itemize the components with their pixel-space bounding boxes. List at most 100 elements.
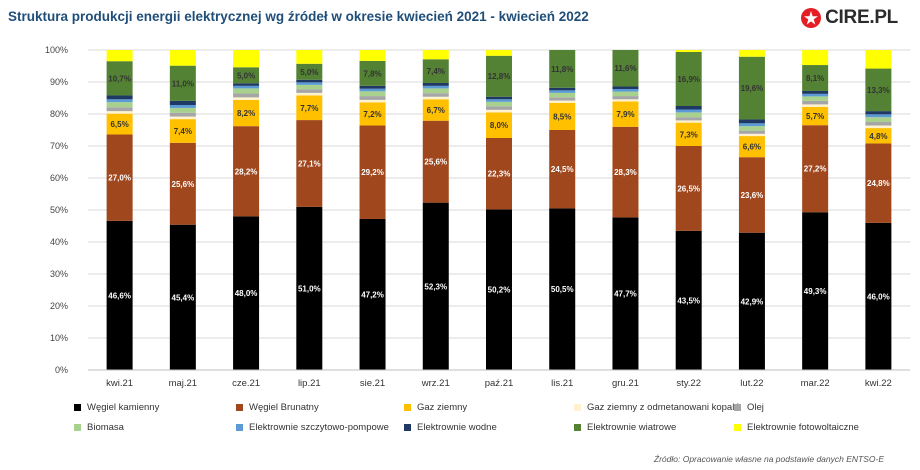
bar-segment <box>296 79 323 83</box>
bar-segment <box>802 104 829 107</box>
x-tick-label: lut.22 <box>740 378 763 389</box>
bar-segment <box>486 50 512 56</box>
bar-segment <box>359 125 386 219</box>
bar-segment <box>233 126 260 217</box>
y-tick-label: 30% <box>50 269 68 279</box>
data-label: 50,5% <box>551 285 574 294</box>
data-label: 46,6% <box>108 291 131 300</box>
bar-segment <box>486 138 512 210</box>
page-title: Struktura produkcji energii elektrycznej… <box>8 9 589 24</box>
y-tick-label: 80% <box>50 109 68 119</box>
data-label: 28,2% <box>235 167 258 176</box>
y-tick-label: 90% <box>50 77 68 87</box>
legend-item: Elektrownie szczytowo-pompowe <box>236 422 389 433</box>
bar-segment <box>296 50 323 64</box>
bar-segment <box>422 88 449 94</box>
bar-segment <box>359 91 386 97</box>
bar-segment <box>422 120 449 203</box>
bar-segment <box>675 109 702 113</box>
data-label: 42,9% <box>741 297 764 306</box>
legend-label: Olej <box>747 402 764 413</box>
legend-item: Gaz ziemny z odmetanowani kopalń <box>574 402 740 413</box>
data-label: 43,5% <box>677 296 700 305</box>
data-label: 7,3% <box>680 130 698 139</box>
bar-segment <box>802 65 829 91</box>
bar-segment <box>233 99 260 127</box>
bar-segment <box>802 96 829 101</box>
y-tick-label: 50% <box>50 205 68 215</box>
bar-segment <box>675 230 702 370</box>
data-label: 13,3% <box>867 86 890 95</box>
bar-segment <box>738 136 765 158</box>
bar-segment <box>422 50 449 60</box>
bar-segment <box>296 84 323 90</box>
data-label: 23,6% <box>741 191 764 200</box>
y-tick-label: 70% <box>50 141 68 151</box>
bar-segment <box>359 96 386 100</box>
data-label: 45,4% <box>172 293 195 302</box>
legend-item: Olej <box>734 402 764 413</box>
bar-segment <box>675 106 702 110</box>
legend-item: Elektrownie fotowoltaiczne <box>734 422 859 433</box>
legend-label: Elektrownie wodne <box>417 422 497 433</box>
bar-segment <box>359 60 386 86</box>
bar-segment <box>106 99 133 103</box>
bar-segment <box>738 126 765 131</box>
bar-segment <box>675 50 702 52</box>
data-label: 8,0% <box>490 121 508 130</box>
bar-segment <box>802 50 829 66</box>
data-label: 52,3% <box>424 282 447 291</box>
logo: CIRE.PL <box>800 6 898 30</box>
data-label: 5,7% <box>806 112 824 121</box>
bar-segment <box>422 85 449 89</box>
legend-label: Węgiel kamienny <box>87 402 160 413</box>
data-label: 47,7% <box>614 290 637 299</box>
bar-segment <box>233 67 260 84</box>
legend-swatch <box>734 424 741 431</box>
bar-segment <box>169 105 196 108</box>
bar-segment <box>738 119 765 124</box>
bar-segment <box>486 109 512 113</box>
data-label: 28,3% <box>614 168 637 177</box>
bar-segment <box>422 96 449 100</box>
bar-segment <box>549 208 576 370</box>
data-label: 5,0% <box>300 68 318 77</box>
bar-segment <box>802 93 829 97</box>
bar-segment <box>486 106 512 110</box>
bar-segment <box>169 142 196 225</box>
bar-segment <box>233 83 260 86</box>
legend-item: Biomasa <box>74 422 124 433</box>
bar-segment <box>549 102 576 130</box>
bar-segment <box>612 86 639 90</box>
bar-segment <box>169 100 196 106</box>
bar-segment <box>549 97 576 101</box>
bar-segment <box>865 143 892 223</box>
bar-segment <box>486 55 512 97</box>
data-label: 25,6% <box>172 180 195 189</box>
bar-segment <box>738 130 765 134</box>
data-label: 50,2% <box>488 286 511 295</box>
bar-segment <box>549 92 576 98</box>
data-label: 46,0% <box>867 292 890 301</box>
bar-segment <box>865 68 892 112</box>
y-tick-label: 60% <box>50 173 68 183</box>
bar-segment <box>675 112 702 118</box>
bar-segment <box>106 50 133 62</box>
bar-segment <box>549 130 576 209</box>
data-label: 8,2% <box>237 109 255 118</box>
data-label: 11,0% <box>172 79 194 88</box>
data-label: 6,5% <box>110 120 128 129</box>
y-tick-label: 0% <box>55 365 68 375</box>
legend-label: Elektrownie fotowoltaiczne <box>747 422 859 433</box>
bar-segment <box>549 50 576 88</box>
data-label: 8,5% <box>553 112 571 121</box>
bar-segment <box>169 119 196 143</box>
data-label: 7,8% <box>363 69 381 78</box>
data-label: 5,0% <box>237 71 255 80</box>
bar-segment <box>106 95 133 100</box>
source-note: Źródło: Opracowanie własne na podstawie … <box>653 454 884 464</box>
bar-segment <box>612 99 639 102</box>
bar-segment <box>865 117 892 122</box>
bar-segment <box>106 113 133 135</box>
legend-swatch <box>74 404 81 411</box>
